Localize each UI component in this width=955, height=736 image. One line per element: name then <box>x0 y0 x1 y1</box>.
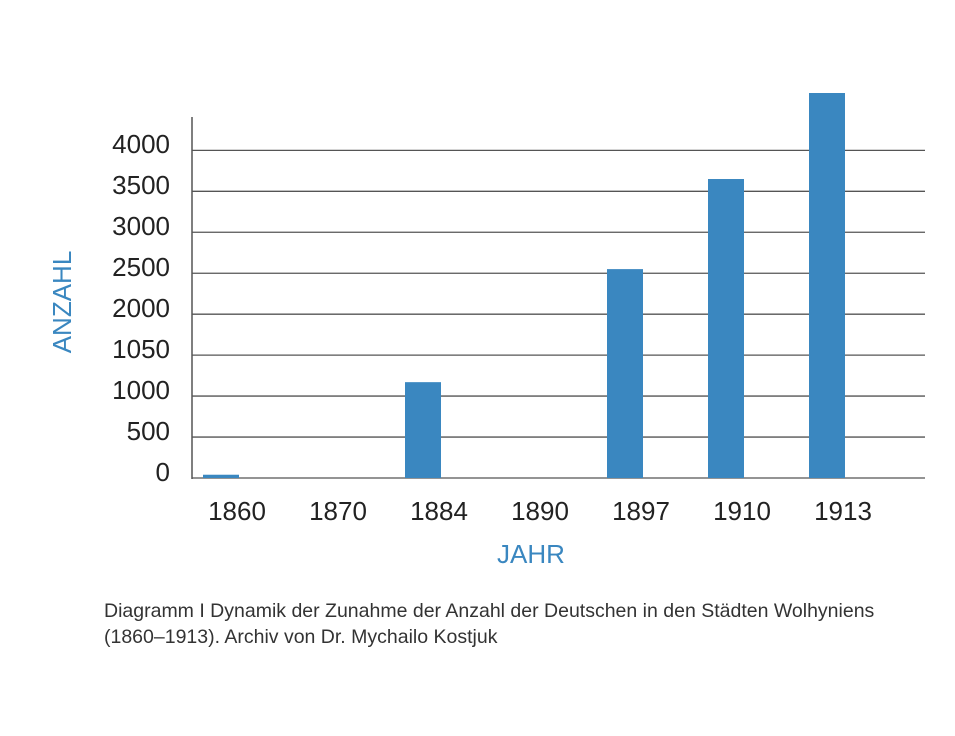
y-tick-label: 3500 <box>112 170 170 200</box>
x-tick-label: 1890 <box>511 496 569 526</box>
y-tick-label: 500 <box>127 416 170 446</box>
caption: Diagramm I Dynamik der Zunahme der Anzah… <box>104 600 875 648</box>
x-tick-label: 1870 <box>309 496 367 526</box>
bar <box>203 474 239 478</box>
y-tick-label: 3000 <box>112 211 170 241</box>
y-axis-title: ANZAHL <box>47 251 77 354</box>
y-tick-label: 0 <box>156 457 170 487</box>
y-tick-label: 1000 <box>112 375 170 405</box>
x-tick-label: 1860 <box>208 496 266 526</box>
x-tick-label: 1884 <box>410 496 468 526</box>
y-tick-label: 2000 <box>112 293 170 323</box>
y-tick-label: 2500 <box>112 252 170 282</box>
bar <box>405 382 441 478</box>
bar <box>809 93 845 478</box>
x-tick-label: 1897 <box>612 496 670 526</box>
bar <box>607 269 643 478</box>
x-axis-title: JAHR <box>497 539 565 569</box>
x-tick-label: 1910 <box>713 496 771 526</box>
y-tick-label: 1050 <box>112 334 170 364</box>
x-tick-label: 1913 <box>814 496 872 526</box>
bar <box>708 179 744 479</box>
y-tick-label: 4000 <box>112 129 170 159</box>
